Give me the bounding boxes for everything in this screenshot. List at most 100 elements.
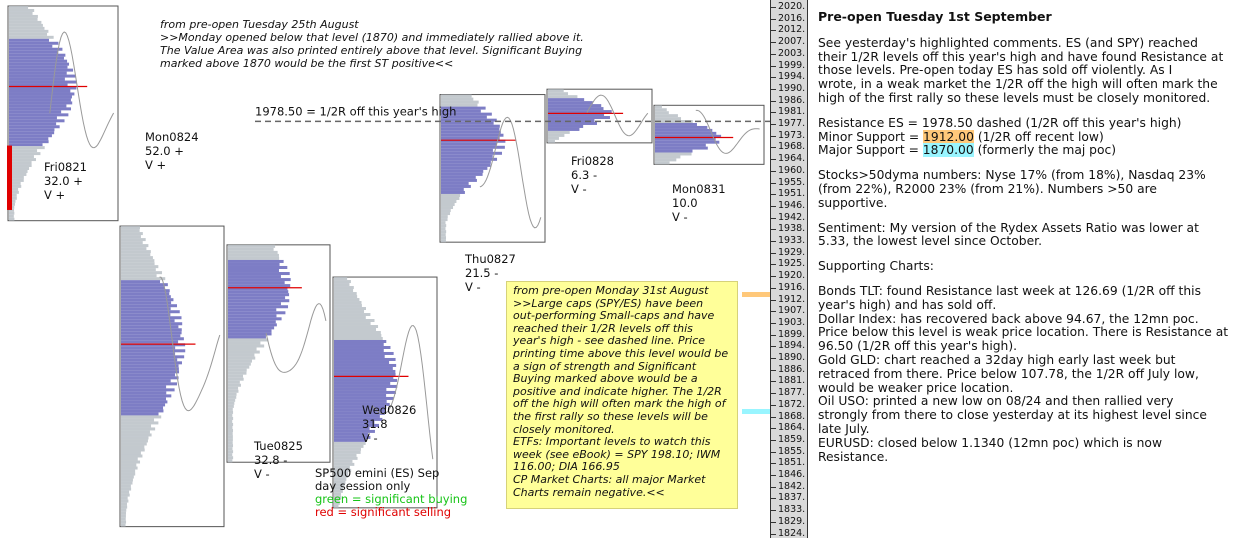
profile-bar [334,468,352,472]
price-tick-mark [771,276,776,278]
profile-bar [334,477,347,481]
profile-bar [228,386,239,390]
price-tick-mark [771,182,776,184]
commentary-line: 5.33, the lowest level since October. [818,234,1042,249]
profile-bar [121,493,130,497]
session-date-label: Tue0825 [253,439,303,453]
profile-bar [655,114,678,118]
profile-bar [548,92,569,96]
profile-bar [548,124,584,128]
profile-bar [121,352,176,356]
price-tick-mark [771,18,776,20]
session-delta-label: 52.0 + [145,144,184,158]
profile-bar [334,417,383,421]
profile-bar [228,305,289,309]
profile-bar [228,262,280,266]
profile-bar [441,239,446,243]
profile-bar [228,453,233,457]
session-vote-label: V - [254,467,270,481]
profile-bar [121,265,159,269]
legend-red: red = significant selling [315,505,452,519]
profile-bar [9,83,68,87]
profile-bar [334,384,398,388]
price-tick-label: 1925. [778,258,806,270]
price-tick-label: 1964. [778,153,806,165]
price-tick-mark [771,451,776,453]
price-tick-mark [771,334,776,336]
price-tick-label: 1837. [778,492,806,504]
supporting-line: EURUSD: closed below 1.1340 (12mn poc) w… [818,435,1163,450]
price-tick-mark [771,53,776,55]
profile-bar [9,41,59,45]
profile-bar [228,338,269,342]
profile-bar [548,113,605,117]
price-tick-label: 2012. [778,24,806,36]
price-tick-mark [771,135,776,137]
profile-bar [228,317,282,321]
profile-bar [228,419,233,423]
profile-bar [441,157,498,161]
yellow-note-line: positive and indicate higher. The 1/2R [513,384,722,398]
profile-bar [334,298,360,302]
profile-bar [121,247,147,251]
profile-bar [9,122,57,126]
price-tick-mark [771,124,776,125]
profile-bar [655,134,722,138]
profile-bar [121,271,163,275]
yellow-note-line: out-performing Small-caps and have [513,309,715,323]
profile-bar [334,313,371,317]
profile-bar [334,369,396,373]
price-tick-label: 1981. [778,106,806,118]
yellow-note-line: week (see eBook) = SPY 198.10; IWM [513,447,721,461]
price-tick-mark [771,217,776,219]
commentary-line: those levels. Pre-open today ES has sold… [818,63,1173,78]
profile-bar [334,420,375,424]
support-marker [742,408,770,414]
profile-bar [334,283,350,287]
profile-bar [441,215,448,219]
price-tick-label: 1933. [778,235,806,246]
supporting-line: late July. [818,421,870,436]
profile-bar [121,322,183,326]
supporting-line: Dollar Index: has recovered back above 9… [818,311,1199,326]
top-note-line: >>Monday opened below that level (1870) … [160,31,584,44]
commentary-line: (from 22%), R2000 23% (from 21%). Number… [818,181,1157,196]
profile-bar [334,339,387,343]
price-tick-mark [771,30,776,32]
profile-bar [121,286,165,290]
profile-bar [548,119,595,122]
profile-bar [228,320,276,324]
session-date-label: Fri0821 [44,160,87,174]
profile-bar [121,319,175,323]
price-tick-label: 1886. [778,363,806,375]
price-tick-label: 1907. [778,305,806,317]
profile-bar [121,379,171,383]
price-tick-label: 2016. [778,12,806,24]
profile-bar [441,139,506,143]
profile-bar [334,351,394,355]
profile-bar [655,125,708,129]
price-tick-mark [771,252,776,254]
price-tick-mark [771,533,776,535]
price-tick-label: 1864. [778,422,806,434]
profile-bar [9,65,68,69]
profile-bar [121,364,179,368]
profile-bar [228,275,281,279]
profile-bar [441,130,501,134]
profile-bar [441,124,500,128]
profile-bar [441,151,502,155]
profile-bar [441,94,472,98]
profile-bar [121,292,170,296]
profile-bar [9,50,59,54]
profile-bar [121,517,126,521]
profile-bar [121,301,172,305]
profile-bar [334,489,343,493]
profile-bar [121,283,168,287]
profile-bar [9,149,38,153]
supporting-line: Gold GLD: chart reached a 32day high ear… [818,352,1176,367]
profile-bar [655,105,662,109]
price-tick-mark [771,229,776,231]
profile-bar [121,235,141,239]
commentary-line: their 1/2R levels off this year's high a… [818,49,1224,64]
